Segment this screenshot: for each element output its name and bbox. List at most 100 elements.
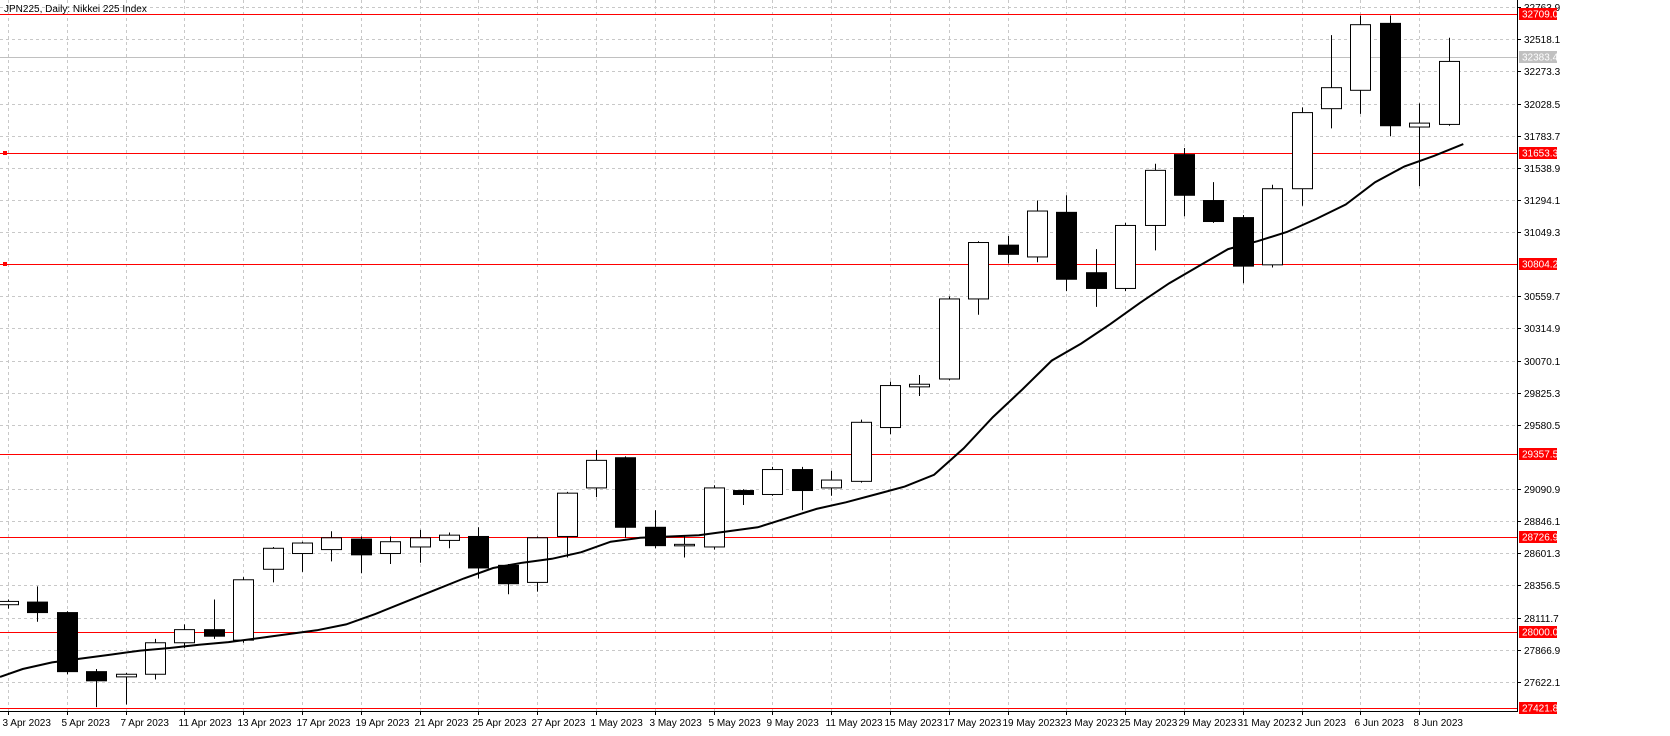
candle-body bbox=[1086, 272, 1107, 289]
x-tick-label: 8 Jun 2023 bbox=[1414, 718, 1464, 729]
candle-bullish[interactable] bbox=[1292, 107, 1313, 206]
candle-bearish[interactable] bbox=[351, 536, 372, 574]
x-tick-label: 5 Apr 2023 bbox=[62, 718, 111, 729]
candle-bearish[interactable] bbox=[1174, 148, 1195, 217]
y-tick-label: 28111.7 bbox=[1524, 614, 1559, 625]
candle-body bbox=[1174, 154, 1195, 196]
candle-body bbox=[263, 547, 284, 570]
level-anchor-handle[interactable] bbox=[3, 262, 7, 266]
candle-bullish[interactable] bbox=[557, 491, 578, 558]
candle-body bbox=[86, 671, 107, 682]
candle-bearish[interactable] bbox=[998, 235, 1019, 264]
candle-bullish[interactable] bbox=[939, 296, 960, 381]
level-label: 32709.0 bbox=[1519, 8, 1559, 21]
candles[interactable] bbox=[0, 15, 1460, 708]
candle-bullish[interactable] bbox=[762, 466, 783, 496]
candle-bullish[interactable] bbox=[968, 241, 989, 315]
candle-body bbox=[792, 469, 813, 492]
candle-bullish[interactable] bbox=[410, 529, 431, 563]
x-tick-label: 15 May 2023 bbox=[885, 718, 943, 729]
y-tick-label: 32273.3 bbox=[1524, 67, 1561, 78]
candle-bullish[interactable] bbox=[1409, 103, 1430, 187]
candle-body bbox=[174, 629, 195, 644]
candle-body bbox=[145, 642, 166, 675]
candle-body bbox=[498, 564, 519, 585]
candle-bullish[interactable] bbox=[116, 672, 137, 705]
candle-body bbox=[351, 538, 372, 556]
x-tick-label: 3 May 2023 bbox=[650, 718, 703, 729]
candle-body bbox=[1145, 169, 1166, 226]
candle-bullish[interactable] bbox=[704, 485, 725, 550]
level-label: 30804.2 bbox=[1519, 258, 1559, 271]
candle-bearish[interactable] bbox=[1086, 249, 1107, 307]
candle-bullish[interactable] bbox=[586, 449, 607, 498]
candle-bearish[interactable] bbox=[792, 466, 813, 511]
candle-bullish[interactable] bbox=[880, 381, 901, 435]
time-axis[interactable]: 3 Apr 2023 5 Apr 2023 7 Apr 2023 11 Apr 202… bbox=[3, 711, 1464, 729]
y-tick-label: 27622.1 bbox=[1524, 678, 1561, 689]
candle-bearish[interactable] bbox=[1203, 182, 1224, 223]
candle-bullish[interactable] bbox=[1145, 163, 1166, 251]
y-tick-label: 29090.9 bbox=[1524, 485, 1561, 496]
candle-bearish[interactable] bbox=[468, 527, 489, 579]
candle-body bbox=[968, 242, 989, 300]
candle-bullish[interactable] bbox=[909, 375, 930, 397]
y-tick-label: 27866.9 bbox=[1524, 646, 1561, 657]
candle-bullish[interactable] bbox=[1262, 184, 1283, 268]
candle-bullish[interactable] bbox=[1439, 37, 1460, 126]
candle-bullish[interactable] bbox=[1027, 200, 1048, 263]
x-tick-label: 9 May 2023 bbox=[767, 718, 820, 729]
candle-body bbox=[1233, 217, 1254, 267]
candle-body bbox=[821, 479, 842, 489]
candle-bullish[interactable] bbox=[821, 470, 842, 496]
candle-body bbox=[1409, 122, 1430, 128]
level-anchor-handle[interactable] bbox=[3, 151, 7, 155]
y-tick-label: 31049.3 bbox=[1524, 228, 1561, 239]
candle-bullish[interactable] bbox=[145, 638, 166, 680]
candle-bearish[interactable] bbox=[733, 489, 754, 505]
horizontal-levels[interactable] bbox=[0, 14, 1517, 709]
x-tick-label: 17 Apr 2023 bbox=[297, 718, 351, 729]
candle-body bbox=[1380, 22, 1401, 127]
candle-bullish[interactable] bbox=[292, 541, 313, 572]
candle-body bbox=[27, 601, 48, 614]
candle-bearish[interactable] bbox=[615, 456, 636, 538]
candle-bullish[interactable] bbox=[263, 546, 284, 583]
candle-body bbox=[909, 383, 930, 388]
candle-body bbox=[1350, 24, 1371, 91]
current-price-label-text: 32383.4 bbox=[1522, 53, 1559, 64]
candle-bullish[interactable] bbox=[674, 535, 695, 558]
candle-bullish[interactable] bbox=[321, 531, 342, 562]
level-label-background bbox=[1519, 702, 1557, 714]
level-label: 31653.3 bbox=[1519, 147, 1559, 160]
candle-bullish[interactable] bbox=[1321, 35, 1342, 129]
candle-bullish[interactable] bbox=[380, 536, 401, 565]
level-label: 28000.0 bbox=[1519, 626, 1559, 639]
candle-bearish[interactable] bbox=[1380, 15, 1401, 137]
current-price-label: 32383.4 bbox=[1519, 51, 1559, 64]
y-tick-label: 31294.1 bbox=[1524, 196, 1561, 207]
candle-bearish[interactable] bbox=[27, 586, 48, 622]
candle-bearish[interactable] bbox=[86, 669, 107, 708]
x-tick-label: 1 May 2023 bbox=[591, 718, 644, 729]
candle-body bbox=[204, 629, 225, 637]
level-label-background bbox=[1519, 531, 1557, 543]
candle-bullish[interactable] bbox=[851, 419, 872, 483]
candle-bearish[interactable] bbox=[204, 599, 225, 639]
candle-bearish[interactable] bbox=[1056, 195, 1077, 292]
level-label: 28726.9 bbox=[1519, 531, 1559, 544]
candle-bullish[interactable] bbox=[174, 624, 195, 649]
candle-bullish[interactable] bbox=[1115, 222, 1136, 292]
candle-bullish[interactable] bbox=[1350, 15, 1371, 114]
candle-bearish[interactable] bbox=[57, 611, 78, 675]
candle-body bbox=[851, 421, 872, 482]
candle-body bbox=[439, 534, 460, 541]
candle-body bbox=[116, 673, 137, 678]
candle-bullish[interactable] bbox=[0, 599, 19, 609]
candle-bullish[interactable] bbox=[439, 532, 460, 549]
y-tick-label: 30314.9 bbox=[1524, 324, 1561, 335]
x-tick-label: 17 May 2023 bbox=[944, 718, 1002, 729]
candle-bullish[interactable] bbox=[233, 577, 254, 643]
